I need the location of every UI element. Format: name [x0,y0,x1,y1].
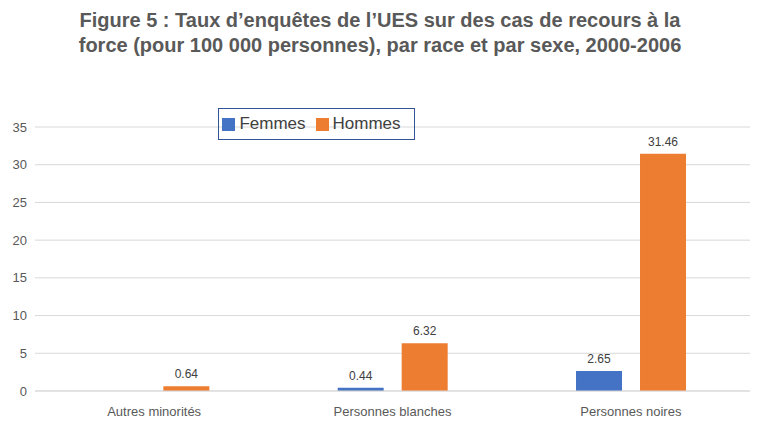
svg-text:15: 15 [13,270,27,285]
svg-text:10: 10 [13,308,27,323]
svg-text:2.65: 2.65 [587,352,611,366]
svg-text:0.44: 0.44 [349,369,373,383]
svg-text:35: 35 [13,120,27,135]
svg-text:Personnes noires: Personnes noires [580,404,682,419]
svg-text:25: 25 [13,195,27,210]
html-text:Hommes: Hommes [332,114,401,133]
svg-text:6.32: 6.32 [413,324,437,338]
svg-text:5: 5 [20,346,27,361]
svg-text:31.46: 31.46 [648,135,678,149]
svg-text:0: 0 [20,384,27,399]
svg-text:20: 20 [13,233,27,248]
svg-text:0.64: 0.64 [175,367,199,381]
html-text:Figure 5 : Taux d’enquêtes de: Figure 5 : Taux d’enquêtes de l’UES sur … [78,9,682,56]
html-text:Femmes: Femmes [239,114,306,133]
svg-text:Autres minorités: Autres minorités [107,404,201,419]
svg-text:30: 30 [13,157,27,172]
svg-text:Personnes blanches: Personnes blanches [334,404,452,419]
